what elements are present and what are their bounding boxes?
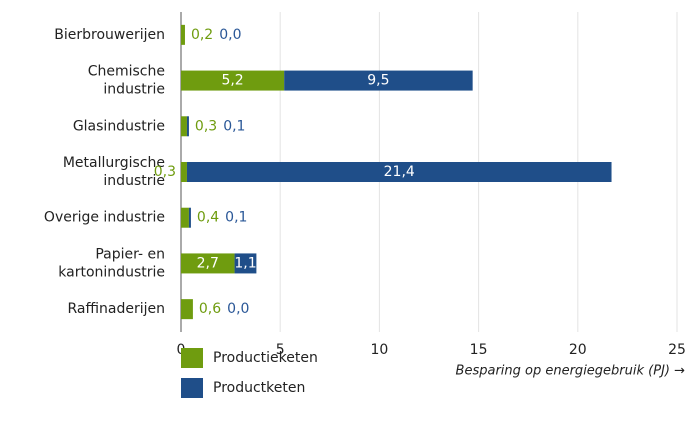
category-line: Chemische <box>88 64 165 80</box>
bar-segment <box>284 70 473 91</box>
category-line: Bierbrouwerijen <box>54 27 165 43</box>
value-label: 1,1 <box>234 255 256 271</box>
value-label: 0,1 <box>225 210 247 226</box>
x-tick-label: 10 <box>370 342 388 358</box>
x-tick-label: 5 <box>276 342 285 358</box>
category-line: Glasindustrie <box>73 118 165 134</box>
bar-segment <box>181 253 235 274</box>
category-label: Glasindustrie <box>73 118 165 134</box>
bar-segment <box>181 299 193 320</box>
category-line: industrie <box>103 173 165 189</box>
value-label: 0,4 <box>197 210 219 226</box>
value-label: 0,2 <box>191 27 213 43</box>
category-line: Papier- en <box>95 246 165 262</box>
value-label: 0,3 <box>154 164 176 180</box>
category-label: Overige industrie <box>44 210 165 226</box>
category-line: Overige industrie <box>44 210 165 226</box>
bar-segment <box>181 70 285 91</box>
category-line: Metallurgische <box>63 155 165 171</box>
value-label: 0,6 <box>199 301 221 317</box>
bar-segment <box>181 24 185 45</box>
value-label: 0,0 <box>227 301 249 317</box>
bar-segment <box>188 207 191 228</box>
value-label: 0,0 <box>219 27 241 43</box>
value-label: 2,7 <box>197 255 219 271</box>
legend-swatch <box>181 378 203 398</box>
category-line: industrie <box>103 82 165 98</box>
legend-label: Productketen <box>213 380 305 396</box>
category-label: Metallurgische industrie <box>63 155 165 189</box>
value-label: 0,1 <box>223 118 245 134</box>
category-label: Chemische industrie <box>88 64 165 98</box>
value-label: 0,3 <box>195 118 217 134</box>
category-line: kartonindustrie <box>58 264 165 280</box>
x-tick-label: 25 <box>668 342 686 358</box>
bar-segment <box>234 253 257 274</box>
bar-segment <box>181 207 189 228</box>
x-tick-label: 20 <box>569 342 587 358</box>
category-line: Raffinaderijen <box>67 301 165 317</box>
bar-segment <box>181 162 187 182</box>
bar-segment <box>186 116 189 137</box>
x-tick-label: 15 <box>470 342 488 358</box>
category-label: Raffinaderijen <box>67 301 165 317</box>
bar-segment <box>186 162 612 182</box>
category-label: Papier- en kartonindustrie <box>58 246 165 280</box>
value-label: 9,5 <box>367 73 389 89</box>
x-axis-title: Besparing op energiegebruik (PJ) → <box>456 364 686 379</box>
value-label: 21,4 <box>384 164 415 180</box>
value-label: 5,2 <box>221 73 243 89</box>
legend-swatch <box>181 348 203 368</box>
legend-label: Productieketen <box>213 350 318 366</box>
bar-segment <box>181 116 187 137</box>
category-label: Bierbrouwerijen <box>54 27 165 43</box>
